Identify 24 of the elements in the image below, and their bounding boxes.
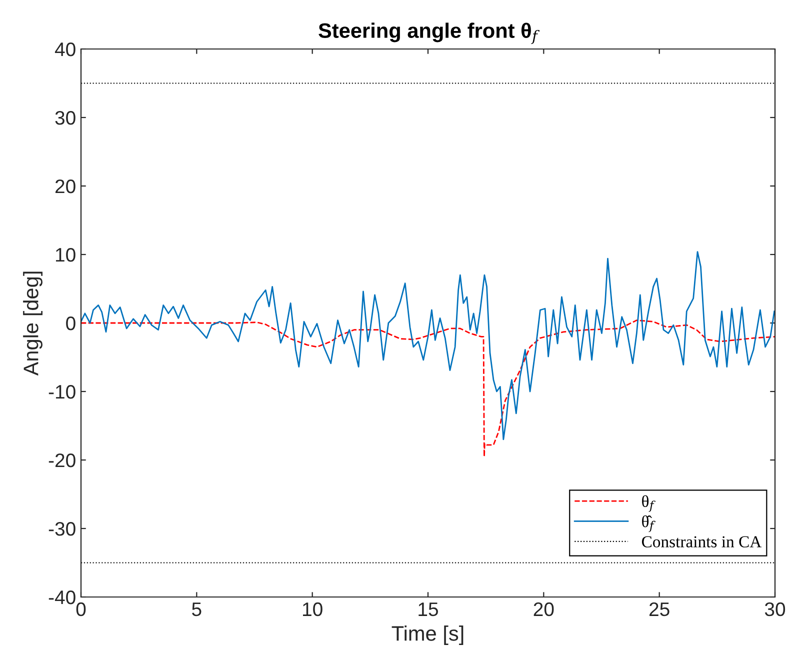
- x-tick-label: 20: [534, 602, 554, 616]
- y-tick-label: 20: [55, 179, 76, 194]
- y-tick-label: -10: [48, 384, 76, 399]
- x-tick-label: 0: [76, 602, 86, 616]
- x-tick-label: 15: [418, 602, 438, 616]
- x-tick-label: 10: [303, 602, 322, 616]
- chart-title: Steering angle front θ$_{f}$: [318, 22, 540, 44]
- legend-label: θ̂$_{f}$: [642, 515, 656, 532]
- y-tick-label: 10: [56, 248, 76, 262]
- y-tick-label: 40: [54, 42, 76, 56]
- y-tick-label: -20: [48, 453, 76, 468]
- x-axis-title: Time [s]: [392, 626, 464, 645]
- y-tick-label: 0: [66, 316, 76, 330]
- y-tick-label: 30: [55, 110, 76, 125]
- line-series: [81, 320, 775, 458]
- y-axis-title: Angle [deg]: [23, 272, 42, 376]
- x-tick-label: 30: [764, 602, 786, 616]
- x-tick-label: 25: [650, 602, 670, 616]
- line-series: [81, 251, 775, 440]
- y-tick-label: -30: [48, 522, 76, 536]
- legend-label: Constraints in CA: [642, 536, 762, 548]
- x-tick-label: 5: [192, 602, 202, 616]
- y-tick-label: -40: [48, 590, 76, 604]
- legend-label: θ$_{f}$: [642, 495, 656, 512]
